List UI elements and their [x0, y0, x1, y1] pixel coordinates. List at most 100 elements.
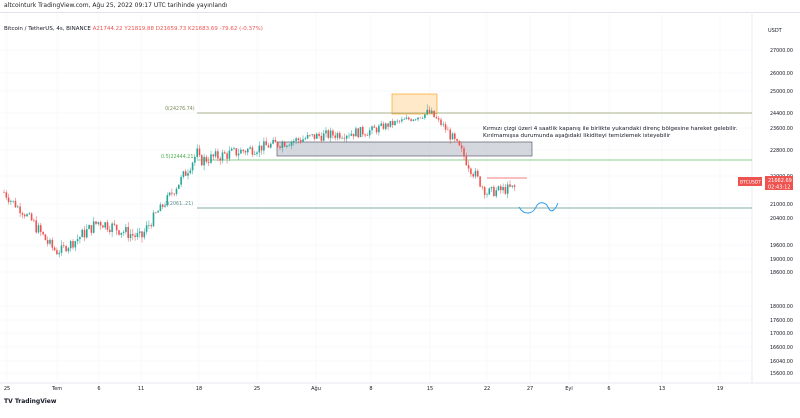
projection-wave[interactable] — [518, 202, 559, 214]
candle-body — [364, 134, 366, 136]
candle-body — [467, 165, 470, 169]
candle-body — [474, 170, 477, 177]
y-tick-label: 27000.00 — [770, 48, 793, 54]
candle-body — [21, 213, 24, 215]
candle-body — [451, 133, 454, 140]
y-tick-label: 16600.00 — [770, 345, 793, 351]
candle-body — [343, 137, 346, 139]
time-scale[interactable]: 25 Tem 6 11 18 25 Ağu 8 15 22 27 Eyl 6 13 19 — [4, 385, 723, 392]
candle-body — [189, 170, 192, 174]
candle-body — [35, 220, 37, 233]
candle-body — [132, 234, 134, 236]
candle-body — [419, 117, 422, 119]
candle-body — [322, 133, 325, 141]
candle-body — [138, 231, 141, 234]
candle-body — [3, 192, 5, 193]
candle-body — [148, 225, 150, 226]
footer — [0, 394, 800, 418]
candle-body — [17, 206, 19, 208]
candle-body — [56, 250, 58, 255]
candle-body — [155, 212, 157, 214]
candle-body — [205, 156, 208, 162]
candle-body — [175, 188, 178, 194]
candle-body — [421, 118, 424, 119]
price-chart[interactable]: 27000.00 26000.00 25000.00 24400.00 23600.00… — [0, 0, 800, 394]
candle-body — [265, 141, 267, 146]
candle-body — [483, 187, 486, 195]
candle-body — [76, 239, 79, 242]
candle-body — [497, 186, 500, 191]
y-tick-label: 25000.00 — [770, 89, 793, 95]
candle-body — [428, 109, 431, 114]
y-tick-label: 17000.00 — [770, 331, 793, 337]
candle-body — [173, 193, 175, 195]
candle-body — [30, 213, 33, 221]
candle-body — [178, 184, 180, 189]
candle-body — [60, 245, 63, 253]
candle-body — [458, 140, 461, 146]
candle-body — [306, 134, 309, 139]
candle-body — [410, 119, 412, 121]
candle-body — [472, 174, 474, 177]
candle-body — [309, 134, 311, 136]
candle-body — [253, 154, 256, 155]
candle-body — [42, 231, 44, 235]
grid — [0, 14, 800, 384]
candle-body — [426, 109, 428, 115]
candle-body — [249, 147, 251, 149]
candle-body — [210, 154, 212, 163]
candle-body — [53, 247, 56, 251]
candle-body — [242, 149, 244, 152]
legend-close: K21683.69 — [188, 26, 218, 32]
symbol-legend[interactable]: Bitcoin / TetherUS, 4s, BINANCE A21744.2… — [4, 26, 263, 32]
top-zone-box[interactable] — [391, 93, 438, 115]
y-tick-label: 17600.00 — [770, 318, 793, 324]
candle-body — [440, 119, 442, 125]
candle-body — [67, 248, 70, 252]
candle-body — [104, 222, 106, 228]
y-tick-label: 22800.00 — [770, 148, 793, 154]
candle-body — [258, 145, 261, 153]
candle-body — [320, 135, 323, 141]
y-tick-label: 23600.00 — [770, 126, 793, 132]
candle-body — [129, 234, 132, 238]
tradingview-logo: 𝗧𝗩 TradingView — [4, 398, 56, 405]
candle-body — [288, 145, 290, 147]
candle-body — [235, 148, 238, 156]
candle-body — [389, 121, 392, 127]
fib-label-0-5: 0.5(22444.21) — [161, 154, 195, 160]
candle-body — [28, 213, 31, 215]
tv-mark-icon: 𝗧𝗩 — [4, 398, 15, 405]
candle-body — [408, 117, 410, 120]
y-tick-label: 19600.00 — [770, 243, 793, 249]
candle-body — [401, 119, 403, 122]
candle-body — [417, 117, 419, 120]
candle-body — [500, 186, 502, 191]
candle-body — [201, 155, 203, 166]
candle-body — [304, 138, 307, 140]
candle-body — [479, 176, 481, 187]
candle-body — [19, 206, 21, 214]
candle-body — [212, 154, 215, 157]
price-scale[interactable]: 27000.00 26000.00 25000.00 24400.00 23600.00… — [770, 48, 793, 377]
candle-body — [276, 142, 279, 147]
candle-body — [127, 226, 129, 238]
candle-body — [359, 127, 362, 138]
resistance-zone-box[interactable] — [276, 141, 533, 157]
candle-body — [332, 130, 334, 136]
candle-body — [83, 229, 86, 238]
candle-body — [490, 186, 493, 189]
candle-body — [279, 146, 281, 148]
candle-body — [90, 225, 93, 233]
x-tick-label: Tem — [51, 386, 62, 392]
candle-body — [272, 139, 274, 144]
candle-body — [7, 197, 10, 202]
candle-body — [442, 124, 445, 125]
x-tick-label: 8 — [369, 386, 372, 392]
analysis-note[interactable]: Kırmızı çizgi üzeri 4 saatlik kapanış il… — [483, 126, 737, 140]
candle-body — [385, 123, 387, 129]
candle-body — [72, 241, 74, 248]
candle-body — [290, 141, 293, 146]
candle-body — [40, 225, 42, 232]
candle-body — [387, 123, 389, 127]
